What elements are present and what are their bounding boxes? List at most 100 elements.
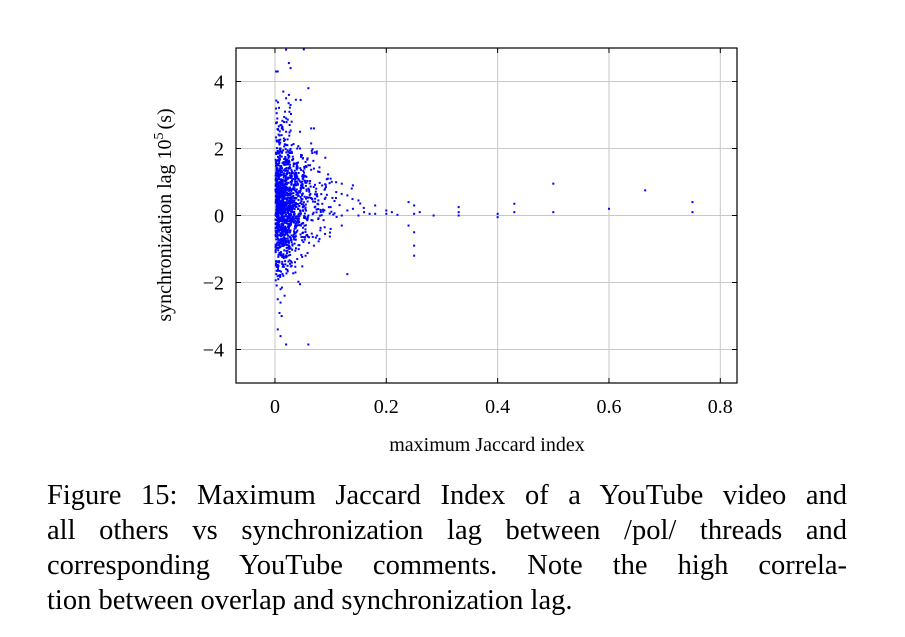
data-point	[298, 191, 301, 194]
data-point	[340, 224, 343, 227]
data-point	[281, 240, 284, 243]
data-point	[282, 207, 285, 210]
data-point	[291, 210, 294, 213]
data-point	[304, 207, 307, 210]
data-point	[283, 195, 286, 198]
data-point	[306, 158, 309, 161]
data-point	[289, 147, 292, 150]
data-point	[292, 163, 295, 166]
data-point	[321, 202, 324, 205]
data-point	[303, 171, 306, 174]
data-point	[302, 236, 305, 239]
data-point	[304, 228, 307, 231]
data-point	[275, 167, 278, 170]
data-point	[287, 260, 290, 263]
data-point	[282, 239, 285, 242]
data-point	[310, 127, 313, 130]
data-point	[290, 183, 293, 186]
data-point	[278, 130, 281, 133]
data-point	[294, 174, 297, 177]
data-point	[278, 204, 281, 207]
data-point	[279, 138, 282, 141]
data-point	[293, 187, 296, 190]
data-point	[289, 193, 292, 196]
data-point	[297, 161, 300, 164]
data-point	[330, 210, 333, 213]
data-point	[288, 152, 291, 155]
data-point	[299, 188, 302, 191]
data-point	[286, 220, 289, 223]
data-point	[281, 233, 284, 236]
data-point	[275, 162, 278, 165]
data-point	[279, 211, 282, 214]
data-point	[281, 210, 284, 213]
data-point	[294, 217, 297, 220]
data-point	[296, 182, 299, 185]
data-point	[317, 170, 320, 173]
data-point	[285, 227, 288, 230]
data-point	[276, 231, 279, 234]
data-point	[286, 252, 289, 255]
data-point	[303, 212, 306, 215]
data-point	[287, 228, 290, 231]
data-point	[292, 272, 295, 275]
data-point	[291, 207, 294, 210]
data-point	[285, 272, 288, 275]
data-point	[286, 211, 289, 214]
data-point	[292, 143, 295, 146]
data-point	[287, 205, 290, 208]
data-point	[335, 215, 338, 218]
data-point	[295, 193, 298, 196]
data-point	[289, 247, 292, 250]
data-point	[413, 212, 416, 215]
data-point	[317, 208, 320, 211]
y-tick-label: −2	[203, 273, 224, 295]
data-point	[283, 205, 286, 208]
data-point	[318, 181, 321, 184]
data-point	[457, 206, 460, 209]
data-point	[290, 182, 293, 185]
data-point	[284, 160, 287, 163]
data-point	[279, 167, 282, 170]
x-tick-label: 0.8	[708, 396, 733, 418]
data-point	[281, 194, 284, 197]
data-point	[282, 257, 285, 260]
data-point	[313, 151, 316, 154]
x-tick-label: 0.2	[374, 396, 399, 418]
data-point	[286, 149, 289, 152]
x-tick-label: 0.4	[485, 396, 510, 418]
data-point	[286, 177, 289, 180]
figure-caption: Figure 15: Maximum Jaccard Index of a Yo…	[47, 478, 847, 618]
data-point	[302, 169, 305, 172]
data-point	[308, 236, 311, 239]
data-point	[275, 180, 278, 183]
data-point	[324, 232, 327, 235]
data-point	[317, 203, 320, 206]
data-point	[284, 176, 287, 179]
data-point	[281, 187, 284, 190]
data-point	[292, 201, 295, 204]
data-point	[274, 195, 277, 198]
data-point	[307, 164, 310, 167]
data-point	[281, 119, 284, 122]
data-point	[292, 165, 295, 168]
data-point	[277, 218, 280, 221]
data-point	[284, 155, 287, 158]
data-point	[294, 249, 297, 252]
data-point	[286, 264, 289, 267]
data-point	[285, 178, 288, 181]
data-point	[277, 230, 280, 233]
data-point	[333, 212, 336, 215]
data-point	[294, 226, 297, 229]
data-point	[286, 201, 289, 204]
data-point	[280, 229, 283, 232]
data-point	[275, 212, 278, 215]
data-point	[291, 188, 294, 191]
data-point	[323, 197, 326, 200]
data-point	[277, 139, 280, 142]
data-point	[282, 198, 285, 201]
data-point	[289, 210, 292, 213]
data-point	[305, 175, 308, 178]
data-point	[314, 193, 317, 196]
data-point	[304, 206, 307, 209]
